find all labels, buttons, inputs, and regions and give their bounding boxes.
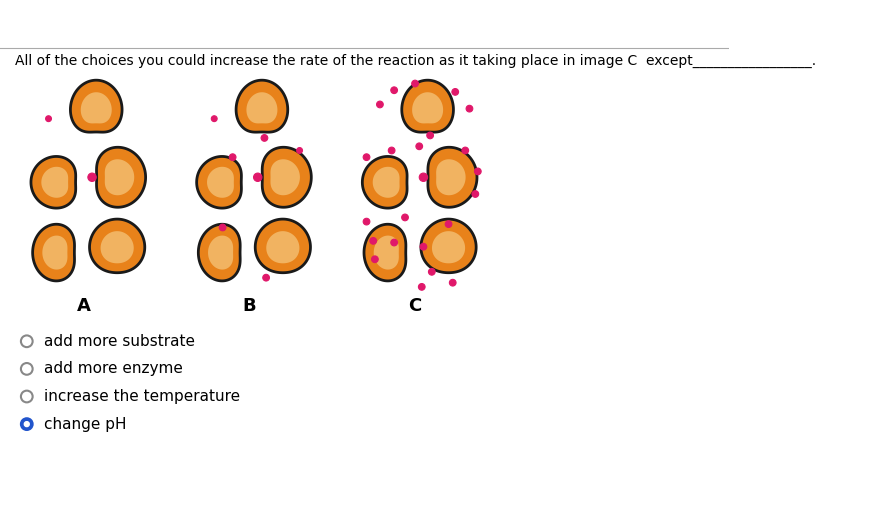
Circle shape bbox=[297, 148, 302, 153]
Polygon shape bbox=[246, 92, 278, 124]
Circle shape bbox=[21, 390, 32, 402]
Circle shape bbox=[429, 268, 436, 275]
Polygon shape bbox=[236, 80, 287, 132]
Circle shape bbox=[372, 256, 378, 263]
Text: B: B bbox=[242, 297, 256, 315]
Circle shape bbox=[445, 221, 452, 227]
Circle shape bbox=[388, 147, 395, 154]
Polygon shape bbox=[432, 231, 465, 263]
Polygon shape bbox=[31, 156, 76, 208]
Polygon shape bbox=[199, 224, 240, 281]
Circle shape bbox=[212, 116, 217, 122]
Circle shape bbox=[363, 218, 370, 225]
Polygon shape bbox=[421, 219, 476, 273]
Polygon shape bbox=[271, 159, 300, 195]
Text: change pH: change pH bbox=[44, 416, 126, 432]
Circle shape bbox=[415, 143, 422, 150]
Polygon shape bbox=[262, 147, 311, 207]
Circle shape bbox=[376, 101, 383, 108]
Circle shape bbox=[263, 274, 269, 281]
Circle shape bbox=[418, 284, 425, 290]
Circle shape bbox=[466, 105, 473, 112]
Polygon shape bbox=[71, 80, 122, 132]
Text: C: C bbox=[408, 297, 422, 315]
Circle shape bbox=[412, 80, 418, 87]
Circle shape bbox=[419, 173, 428, 181]
Polygon shape bbox=[90, 219, 145, 273]
Circle shape bbox=[261, 134, 267, 141]
Text: increase the temperature: increase the temperature bbox=[44, 389, 240, 404]
Polygon shape bbox=[208, 236, 233, 270]
Circle shape bbox=[21, 335, 32, 347]
Polygon shape bbox=[81, 92, 111, 124]
Polygon shape bbox=[373, 167, 400, 198]
Circle shape bbox=[219, 224, 226, 231]
Polygon shape bbox=[436, 159, 466, 195]
Circle shape bbox=[452, 88, 458, 95]
Text: All of the choices you could increase the rate of the reaction as it taking plac: All of the choices you could increase th… bbox=[15, 54, 816, 68]
Circle shape bbox=[462, 147, 469, 154]
Polygon shape bbox=[402, 80, 454, 132]
Circle shape bbox=[253, 173, 262, 181]
Polygon shape bbox=[197, 156, 241, 208]
Polygon shape bbox=[97, 147, 145, 207]
Polygon shape bbox=[255, 219, 310, 273]
Circle shape bbox=[21, 363, 32, 375]
Polygon shape bbox=[41, 167, 68, 198]
Circle shape bbox=[363, 154, 370, 160]
Text: add more substrate: add more substrate bbox=[44, 334, 194, 349]
Circle shape bbox=[45, 116, 51, 122]
Circle shape bbox=[427, 132, 434, 139]
Polygon shape bbox=[428, 147, 477, 207]
Circle shape bbox=[472, 191, 479, 197]
Text: add more enzyme: add more enzyme bbox=[44, 361, 182, 377]
Circle shape bbox=[24, 422, 30, 427]
Circle shape bbox=[88, 173, 96, 181]
Polygon shape bbox=[207, 167, 234, 198]
Polygon shape bbox=[374, 236, 399, 270]
Circle shape bbox=[21, 419, 32, 430]
Polygon shape bbox=[43, 236, 67, 270]
Polygon shape bbox=[412, 92, 443, 124]
Circle shape bbox=[370, 238, 376, 244]
Circle shape bbox=[391, 87, 397, 94]
Text: A: A bbox=[77, 297, 91, 315]
Circle shape bbox=[402, 214, 408, 221]
Circle shape bbox=[229, 154, 236, 160]
Circle shape bbox=[475, 168, 481, 175]
Circle shape bbox=[391, 239, 397, 246]
Polygon shape bbox=[100, 231, 134, 263]
Circle shape bbox=[449, 280, 456, 286]
Polygon shape bbox=[105, 159, 134, 195]
Polygon shape bbox=[32, 224, 75, 281]
Polygon shape bbox=[267, 231, 300, 263]
Polygon shape bbox=[362, 156, 407, 208]
Circle shape bbox=[420, 243, 427, 250]
Polygon shape bbox=[364, 224, 406, 281]
